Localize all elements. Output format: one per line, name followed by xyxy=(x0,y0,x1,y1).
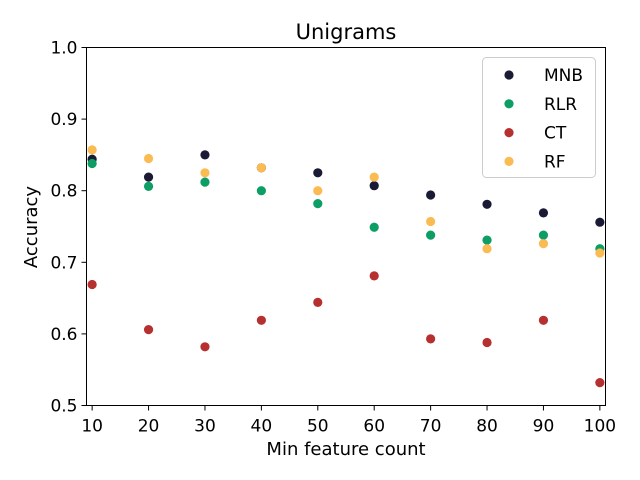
point-rlr xyxy=(200,177,210,187)
point-ct xyxy=(87,279,97,290)
point-mnb xyxy=(313,168,323,178)
point-rlr xyxy=(143,181,154,192)
legend-label-rlr: RLR xyxy=(544,95,577,115)
point-rlr xyxy=(538,230,549,240)
series-ct xyxy=(87,271,605,388)
x-axis-label: Min feature count xyxy=(266,439,425,460)
x-tick-label: 90 xyxy=(533,417,555,437)
point-rf xyxy=(256,163,266,173)
point-mnb xyxy=(200,150,210,160)
point-ct xyxy=(143,325,154,335)
point-rlr xyxy=(426,230,436,240)
point-ct xyxy=(313,297,323,307)
point-ct xyxy=(426,334,436,344)
x-tick-label: 50 xyxy=(307,417,329,437)
x-tick-label: 20 xyxy=(138,417,160,437)
point-ct xyxy=(369,271,379,281)
point-ct xyxy=(482,337,492,348)
point-rf xyxy=(200,168,210,178)
legend-marker-mnb xyxy=(504,70,514,80)
x-tick-label: 60 xyxy=(363,417,385,437)
point-ct xyxy=(256,315,266,325)
x-tick-label: 100 xyxy=(584,417,616,437)
y-tick-label: 1.0 xyxy=(50,39,77,59)
point-rf xyxy=(538,239,549,249)
x-tick-label: 70 xyxy=(420,417,442,437)
point-rlr xyxy=(87,158,97,169)
legend-label-ct: CT xyxy=(544,124,567,144)
legend-marker-rf xyxy=(504,156,514,166)
point-rf xyxy=(143,153,154,164)
point-rlr xyxy=(482,235,492,245)
x-tick-label: 10 xyxy=(81,417,103,437)
y-tick-label: 0.6 xyxy=(50,325,77,345)
point-rf xyxy=(369,172,379,182)
x-tick-label: 80 xyxy=(476,417,498,437)
point-ct xyxy=(538,315,549,325)
point-rf xyxy=(426,216,436,227)
chart-title: Unigrams xyxy=(296,20,397,44)
point-mnb xyxy=(595,217,605,227)
legend: MNB RLR CT RF xyxy=(482,57,596,178)
point-rf xyxy=(482,244,492,254)
point-mnb xyxy=(143,172,154,182)
point-rlr xyxy=(256,186,266,196)
y-axis-label: Accuracy xyxy=(21,186,42,269)
y-tick-label: 0.8 xyxy=(50,182,77,202)
point-rf xyxy=(87,145,97,155)
plot-frame xyxy=(86,47,606,406)
legend-label-rf: RF xyxy=(544,152,566,172)
point-rf xyxy=(595,248,605,258)
point-rf xyxy=(313,186,323,196)
point-mnb xyxy=(482,199,492,209)
point-ct xyxy=(595,377,605,388)
legend-marker-rlr xyxy=(504,99,514,109)
series-rlr xyxy=(87,158,605,254)
point-mnb xyxy=(369,181,379,191)
point-mnb xyxy=(426,190,436,200)
legend-box xyxy=(482,57,596,178)
y-tick-label: 0.5 xyxy=(50,397,77,417)
series-rf xyxy=(87,145,605,258)
y-tick-label: 0.7 xyxy=(50,253,77,273)
legend-label-mnb: MNB xyxy=(544,66,583,86)
y-axis: 0.5 0.6 0.7 0.8 0.9 1.0 xyxy=(50,39,87,417)
y-tick-label: 0.9 xyxy=(50,110,77,130)
x-axis: 10 20 30 40 50 60 70 80 90 100 xyxy=(81,405,616,437)
data-points xyxy=(87,145,605,388)
point-rlr xyxy=(313,198,323,209)
point-ct xyxy=(200,342,210,352)
x-tick-label: 40 xyxy=(251,417,273,437)
point-rlr xyxy=(369,222,379,232)
point-mnb xyxy=(538,208,549,218)
x-tick-label: 30 xyxy=(194,417,216,437)
legend-marker-ct xyxy=(504,128,514,138)
